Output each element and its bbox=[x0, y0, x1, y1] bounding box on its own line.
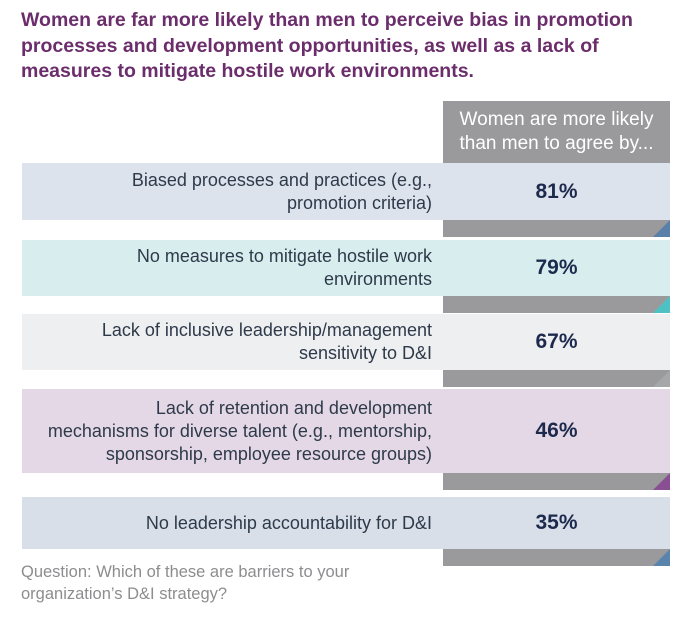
category-label-line: No measures to mitigate hostile work bbox=[136, 246, 432, 266]
title-line: Women are far more likely than men to pe… bbox=[21, 9, 633, 31]
value-label: 67% bbox=[535, 330, 578, 353]
shadow-strip bbox=[443, 370, 670, 387]
corner-fold bbox=[653, 549, 670, 566]
category-label: Lack of retention and development mechani… bbox=[22, 389, 432, 473]
category-label-line: sponsorship, employee resource groups) bbox=[105, 443, 432, 464]
column-header: Women are more likely than men to agree … bbox=[443, 101, 670, 163]
corner-fold bbox=[653, 220, 670, 237]
category-label-line: mechanisms for diverse talent (e.g., men… bbox=[47, 420, 432, 441]
category-label: Biased processes and practices (e.g., pro… bbox=[22, 163, 432, 220]
question-line: Question: Which of these are barriers to… bbox=[21, 563, 350, 581]
title-line: measures to mitigate hostile work enviro… bbox=[21, 60, 474, 82]
table-row: Biased processes and practices (e.g., pro… bbox=[22, 163, 670, 237]
question-note: Question: Which of these are barriers to… bbox=[21, 561, 441, 605]
category-label-line: Lack of inclusive leadership/management bbox=[101, 320, 432, 340]
row-band: No measures to mitigate hostile work envi… bbox=[22, 240, 670, 296]
column-header-line: Women are more likely bbox=[459, 109, 654, 130]
row-band: Lack of inclusive leadership/management s… bbox=[22, 314, 670, 370]
category-label-line: Biased processes and practices (e.g., bbox=[131, 169, 432, 190]
category-label-line: Lack of retention and development bbox=[155, 397, 432, 418]
column-header-line: than men to agree by... bbox=[459, 133, 654, 154]
row-band: No leadership accountability for D&I 35% bbox=[22, 497, 670, 549]
row-band: Biased processes and practices (e.g., pro… bbox=[22, 163, 670, 220]
category-label-line: sensitivity to D&I bbox=[298, 343, 432, 363]
category-label-line: No leadership accountability for D&I bbox=[145, 512, 432, 533]
corner-fold bbox=[653, 370, 670, 387]
value-label: 35% bbox=[535, 511, 578, 534]
shadow-strip bbox=[443, 220, 670, 237]
corner-fold bbox=[653, 473, 670, 490]
table-row: No leadership accountability for D&I 35% bbox=[22, 497, 670, 566]
category-label: No leadership accountability for D&I bbox=[22, 497, 432, 549]
category-label: Lack of inclusive leadership/management s… bbox=[22, 314, 432, 370]
value-label: 79% bbox=[535, 256, 578, 279]
table-row: Lack of retention and development mechani… bbox=[22, 389, 670, 490]
value-label: 81% bbox=[535, 179, 578, 203]
table-row: Lack of inclusive leadership/management s… bbox=[22, 314, 670, 387]
shadow-strip bbox=[443, 549, 670, 566]
category-label-line: promotion criteria) bbox=[286, 192, 432, 213]
shadow-strip bbox=[443, 296, 670, 313]
row-band: Lack of retention and development mechani… bbox=[22, 389, 670, 473]
shadow-strip bbox=[443, 473, 670, 490]
category-label: No measures to mitigate hostile work envi… bbox=[22, 240, 432, 296]
value-label: 46% bbox=[535, 419, 578, 442]
category-label-line: environments bbox=[323, 269, 432, 289]
table-row: No measures to mitigate hostile work envi… bbox=[22, 240, 670, 313]
chart-title: Women are far more likely than men to pe… bbox=[21, 8, 686, 85]
title-line: processes and development opportunities,… bbox=[21, 34, 599, 57]
corner-fold bbox=[653, 296, 670, 313]
question-line: organization’s D&I strategy? bbox=[21, 585, 228, 603]
